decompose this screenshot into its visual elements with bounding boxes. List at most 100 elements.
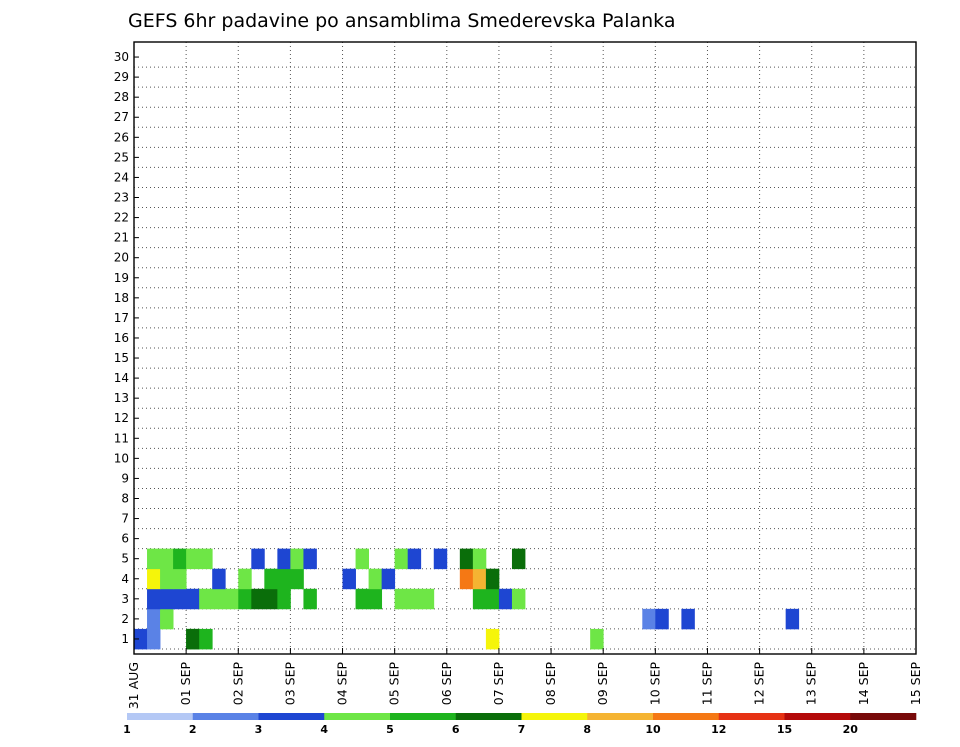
precip-cell — [147, 608, 161, 630]
y-tick-label: 19 — [114, 271, 129, 285]
x-tick-label: 11 SEP — [699, 662, 714, 706]
precip-cell — [264, 588, 278, 610]
x-tick-label: 14 SEP — [856, 662, 871, 706]
precip-cell — [472, 548, 487, 570]
y-tick-label: 17 — [114, 311, 129, 325]
y-tick-label: 1 — [121, 632, 129, 646]
y-tick-label: 16 — [114, 331, 129, 345]
colorbar-swatch — [324, 713, 391, 720]
precip-cell — [186, 548, 200, 570]
precip-cell — [147, 568, 161, 590]
precip-cell — [394, 548, 409, 570]
precip-cell — [511, 548, 526, 570]
precip-cell — [590, 628, 604, 650]
colorbar-label: 2 — [189, 723, 197, 736]
precip-cell — [225, 588, 239, 610]
precip-cell — [472, 568, 487, 590]
precip-cell — [251, 548, 265, 570]
precip-cell — [407, 588, 422, 610]
colorbar-label: 8 — [583, 723, 591, 736]
colorbar-label: 6 — [452, 723, 460, 736]
colorbar-swatch — [127, 713, 194, 720]
colorbar-label: 20 — [843, 723, 859, 736]
colorbar-swatch — [587, 713, 654, 720]
x-tick-label: 04 SEP — [335, 662, 350, 706]
y-tick-label: 3 — [121, 592, 129, 606]
precip-cell — [251, 588, 265, 610]
precip-cell — [681, 608, 695, 630]
precip-cell — [485, 628, 500, 650]
precip-cell — [433, 548, 448, 570]
precip-cell — [277, 588, 291, 610]
y-tick-label: 8 — [121, 491, 129, 505]
colorbar-swatch — [258, 713, 325, 720]
precip-cell — [147, 628, 161, 650]
y-tick-label: 14 — [114, 371, 129, 385]
precip-cell — [355, 548, 369, 570]
plot-frame — [133, 41, 917, 655]
colorbar-label: 4 — [320, 723, 328, 736]
colorbar-swatch — [850, 713, 917, 720]
precip-cell — [290, 568, 304, 590]
colorbar-swatch — [653, 713, 720, 720]
x-tick-label: 03 SEP — [282, 662, 297, 706]
x-tick-label: 13 SEP — [804, 662, 819, 706]
precip-cell — [212, 588, 226, 610]
x-tick-label: 15 SEP — [908, 662, 923, 706]
colorbar-swatch — [521, 713, 588, 720]
precip-cell — [459, 568, 474, 590]
x-tick-label: 12 SEP — [752, 662, 767, 706]
precip-cell — [147, 588, 161, 610]
precip-cell — [407, 548, 422, 570]
y-tick-label: 24 — [114, 170, 129, 184]
x-tick-label: 31 AUG — [126, 662, 141, 709]
y-tick-label: 25 — [114, 150, 129, 164]
x-axis-labels: 31 AUG 01 SEP 02 SEP 03 SEP 04 SEP 05 SEP 06 S… — [126, 648, 923, 709]
colorbar-swatch — [455, 713, 522, 720]
precip-cell — [420, 588, 435, 610]
precip-cell — [264, 568, 278, 590]
y-tick-label: 27 — [114, 110, 129, 124]
precip-cell — [212, 568, 226, 590]
y-tick-label: 20 — [114, 251, 129, 265]
x-tick-label: 06 SEP — [439, 662, 454, 706]
precip-cell — [173, 568, 187, 590]
colorbar-label: 5 — [386, 723, 394, 736]
colorbar-swatch — [192, 713, 259, 720]
precip-cell — [173, 548, 187, 570]
y-tick-label: 13 — [114, 391, 129, 405]
data-cells — [134, 548, 800, 650]
precip-cell — [290, 548, 304, 570]
y-tick-label: 2 — [121, 612, 129, 626]
precip-cell — [199, 548, 213, 570]
precip-cell — [160, 568, 174, 590]
precip-cell — [199, 628, 213, 650]
precip-cell — [459, 548, 474, 570]
precip-cell — [785, 608, 800, 630]
y-tick-label: 18 — [114, 291, 129, 305]
x-tick-label: 10 SEP — [647, 662, 662, 706]
x-tick-label: 09 SEP — [595, 662, 610, 706]
precip-cell — [303, 548, 317, 570]
y-axis-labels: 1234567891011121314151617181920212223242… — [114, 50, 139, 646]
precip-cell — [160, 608, 174, 630]
precip-cell — [655, 608, 669, 630]
y-tick-label: 4 — [121, 572, 129, 586]
y-tick-label: 11 — [114, 431, 129, 445]
x-tick-label: 01 SEP — [178, 662, 193, 706]
colorbar-label: 10 — [645, 723, 661, 736]
y-tick-label: 21 — [114, 231, 129, 245]
x-tick-label: 05 SEP — [387, 662, 402, 706]
colorbar-label: 3 — [255, 723, 263, 736]
y-tick-label: 30 — [114, 50, 129, 64]
precip-cell — [238, 588, 252, 610]
precip-cell — [186, 628, 200, 650]
precip-cell — [394, 588, 409, 610]
x-tick-label: 02 SEP — [230, 662, 245, 706]
precip-cell — [485, 588, 500, 610]
precip-cell — [368, 568, 383, 590]
precip-cell — [498, 588, 513, 610]
y-tick-label: 9 — [121, 471, 129, 485]
